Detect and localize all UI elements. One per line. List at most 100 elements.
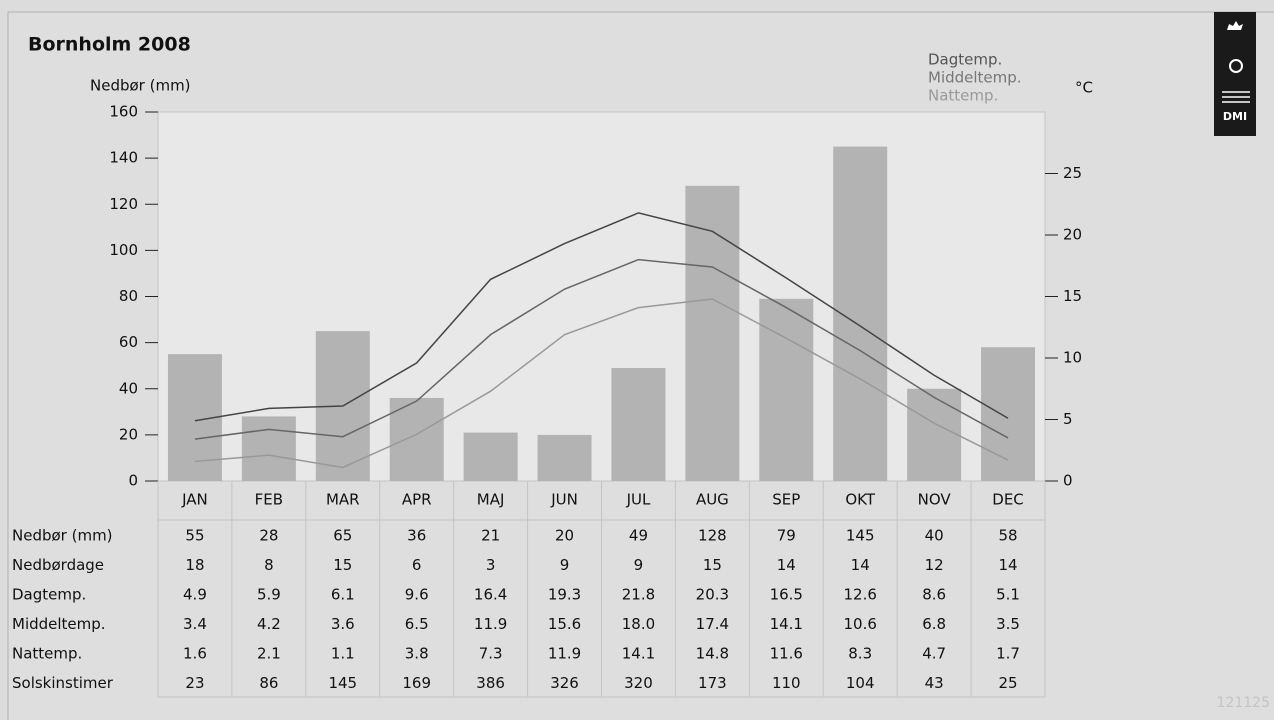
- table-cell: 2.1: [257, 644, 281, 662]
- table-cell: 20.3: [696, 585, 729, 603]
- table-cell: 145: [846, 526, 875, 544]
- table-cell: 79: [777, 526, 796, 544]
- table-cell: 3.6: [331, 615, 355, 633]
- row-label: Solskinstimer: [12, 674, 114, 692]
- table-cell: 58: [998, 526, 1017, 544]
- x-tick-label: AUG: [696, 491, 729, 509]
- table-cell: 20: [555, 526, 574, 544]
- bar: [463, 432, 518, 481]
- dmi-logo: DMI: [1214, 12, 1256, 136]
- y2-tick-label: 10: [1063, 349, 1082, 367]
- table-cell: 3: [486, 556, 496, 574]
- table-cell: 3.8: [405, 644, 429, 662]
- table-cell: 40: [925, 526, 944, 544]
- x-tick-label: MAR: [326, 491, 360, 509]
- table-cell: 11.9: [474, 615, 507, 633]
- table-cell: 145: [328, 674, 357, 692]
- bar: [389, 397, 444, 481]
- y2-tick-label: 20: [1063, 226, 1082, 244]
- table-cell: 4.9: [183, 585, 207, 603]
- chart-title: Bornholm 2008: [28, 34, 191, 56]
- table-cell: 10.6: [844, 615, 877, 633]
- table-cell: 18: [185, 556, 204, 574]
- y-tick-label: 60: [119, 333, 138, 351]
- row-label: Dagtemp.: [12, 585, 86, 603]
- x-tick-label: JUN: [550, 491, 578, 509]
- table-cell: 21.8: [622, 585, 655, 603]
- x-tick-label: OKT: [845, 491, 875, 509]
- y2-tick-label: 25: [1063, 164, 1082, 182]
- table-cell: 3.5: [996, 615, 1020, 633]
- bar: [981, 347, 1036, 481]
- table-cell: 14: [777, 556, 796, 574]
- table-cell: 14.1: [770, 615, 803, 633]
- table-cell: 11.9: [548, 644, 581, 662]
- table-cell: 1.6: [183, 644, 207, 662]
- table-cell: 16.4: [474, 585, 507, 603]
- table-cell: 15.6: [548, 615, 581, 633]
- table-cell: 6.5: [405, 615, 429, 633]
- bar: [759, 298, 814, 481]
- table-cell: 1.1: [331, 644, 355, 662]
- table-cell: 8.3: [848, 644, 872, 662]
- table-cell: 86: [259, 674, 278, 692]
- table-cell: 14: [851, 556, 870, 574]
- x-tick-label: DEC: [992, 491, 1024, 509]
- legend-entry: Nattemp.: [928, 87, 998, 105]
- table-cell: 9: [634, 556, 644, 574]
- bar: [241, 416, 296, 481]
- table-cell: 9: [560, 556, 570, 574]
- legend-entry: Middeltemp.: [928, 69, 1022, 87]
- y-tick-label: 160: [109, 103, 138, 121]
- x-tick-label: FEB: [255, 491, 283, 509]
- table-cell: 28: [259, 526, 278, 544]
- table-cell: 15: [333, 556, 352, 574]
- x-tick-label: JUL: [626, 491, 651, 509]
- y-tick-label: 100: [109, 241, 138, 259]
- table-cell: 4.2: [257, 615, 281, 633]
- svg-text:DMI: DMI: [1223, 110, 1247, 123]
- y-tick-label: 120: [109, 195, 138, 213]
- table-cell: 23: [185, 674, 204, 692]
- temp-line: [194, 298, 1009, 469]
- table-cell: 5.9: [257, 585, 281, 603]
- table-cell: 1.7: [996, 644, 1020, 662]
- y-tick-label: 40: [119, 379, 138, 397]
- table-cell: 128: [698, 526, 727, 544]
- table-cell: 36: [407, 526, 426, 544]
- table-cell: 25: [998, 674, 1017, 692]
- temp-line: [194, 258, 1009, 440]
- bar: [611, 367, 666, 481]
- table-cell: 15: [703, 556, 722, 574]
- table-cell: 18.0: [622, 615, 655, 633]
- plot-area: [157, 111, 1046, 482]
- table-cell: 17.4: [696, 615, 729, 633]
- y2-tick-label: 15: [1063, 287, 1082, 305]
- table-cell: 4.7: [922, 644, 946, 662]
- table-cell: 12.6: [844, 585, 877, 603]
- bar: [537, 434, 592, 481]
- table-cell: 55: [185, 526, 204, 544]
- table-cell: 5.1: [996, 585, 1020, 603]
- y2-tick-label: 5: [1063, 410, 1073, 428]
- table-cell: 9.6: [405, 585, 429, 603]
- row-label: Nedbør (mm): [12, 526, 113, 544]
- y2-axis-label: °C: [1075, 79, 1093, 97]
- bar: [685, 185, 740, 482]
- table-cell: 110: [772, 674, 801, 692]
- table-cell: 14.8: [696, 644, 729, 662]
- table-cell: 6: [412, 556, 422, 574]
- code: 121125: [1217, 695, 1270, 711]
- y-tick-label: 20: [119, 425, 138, 443]
- table-cell: 3.4: [183, 615, 207, 633]
- y-tick-label: 140: [109, 149, 138, 167]
- table-cell: 11.6: [770, 644, 803, 662]
- y2-tick-label: 0: [1063, 472, 1073, 490]
- table-cell: 320: [624, 674, 653, 692]
- table-cell: 6.1: [331, 585, 355, 603]
- table-cell: 8.6: [922, 585, 946, 603]
- y-axis-label: Nedbør (mm): [90, 77, 191, 95]
- x-tick-label: APR: [402, 491, 432, 509]
- x-tick-label: MAJ: [477, 491, 505, 509]
